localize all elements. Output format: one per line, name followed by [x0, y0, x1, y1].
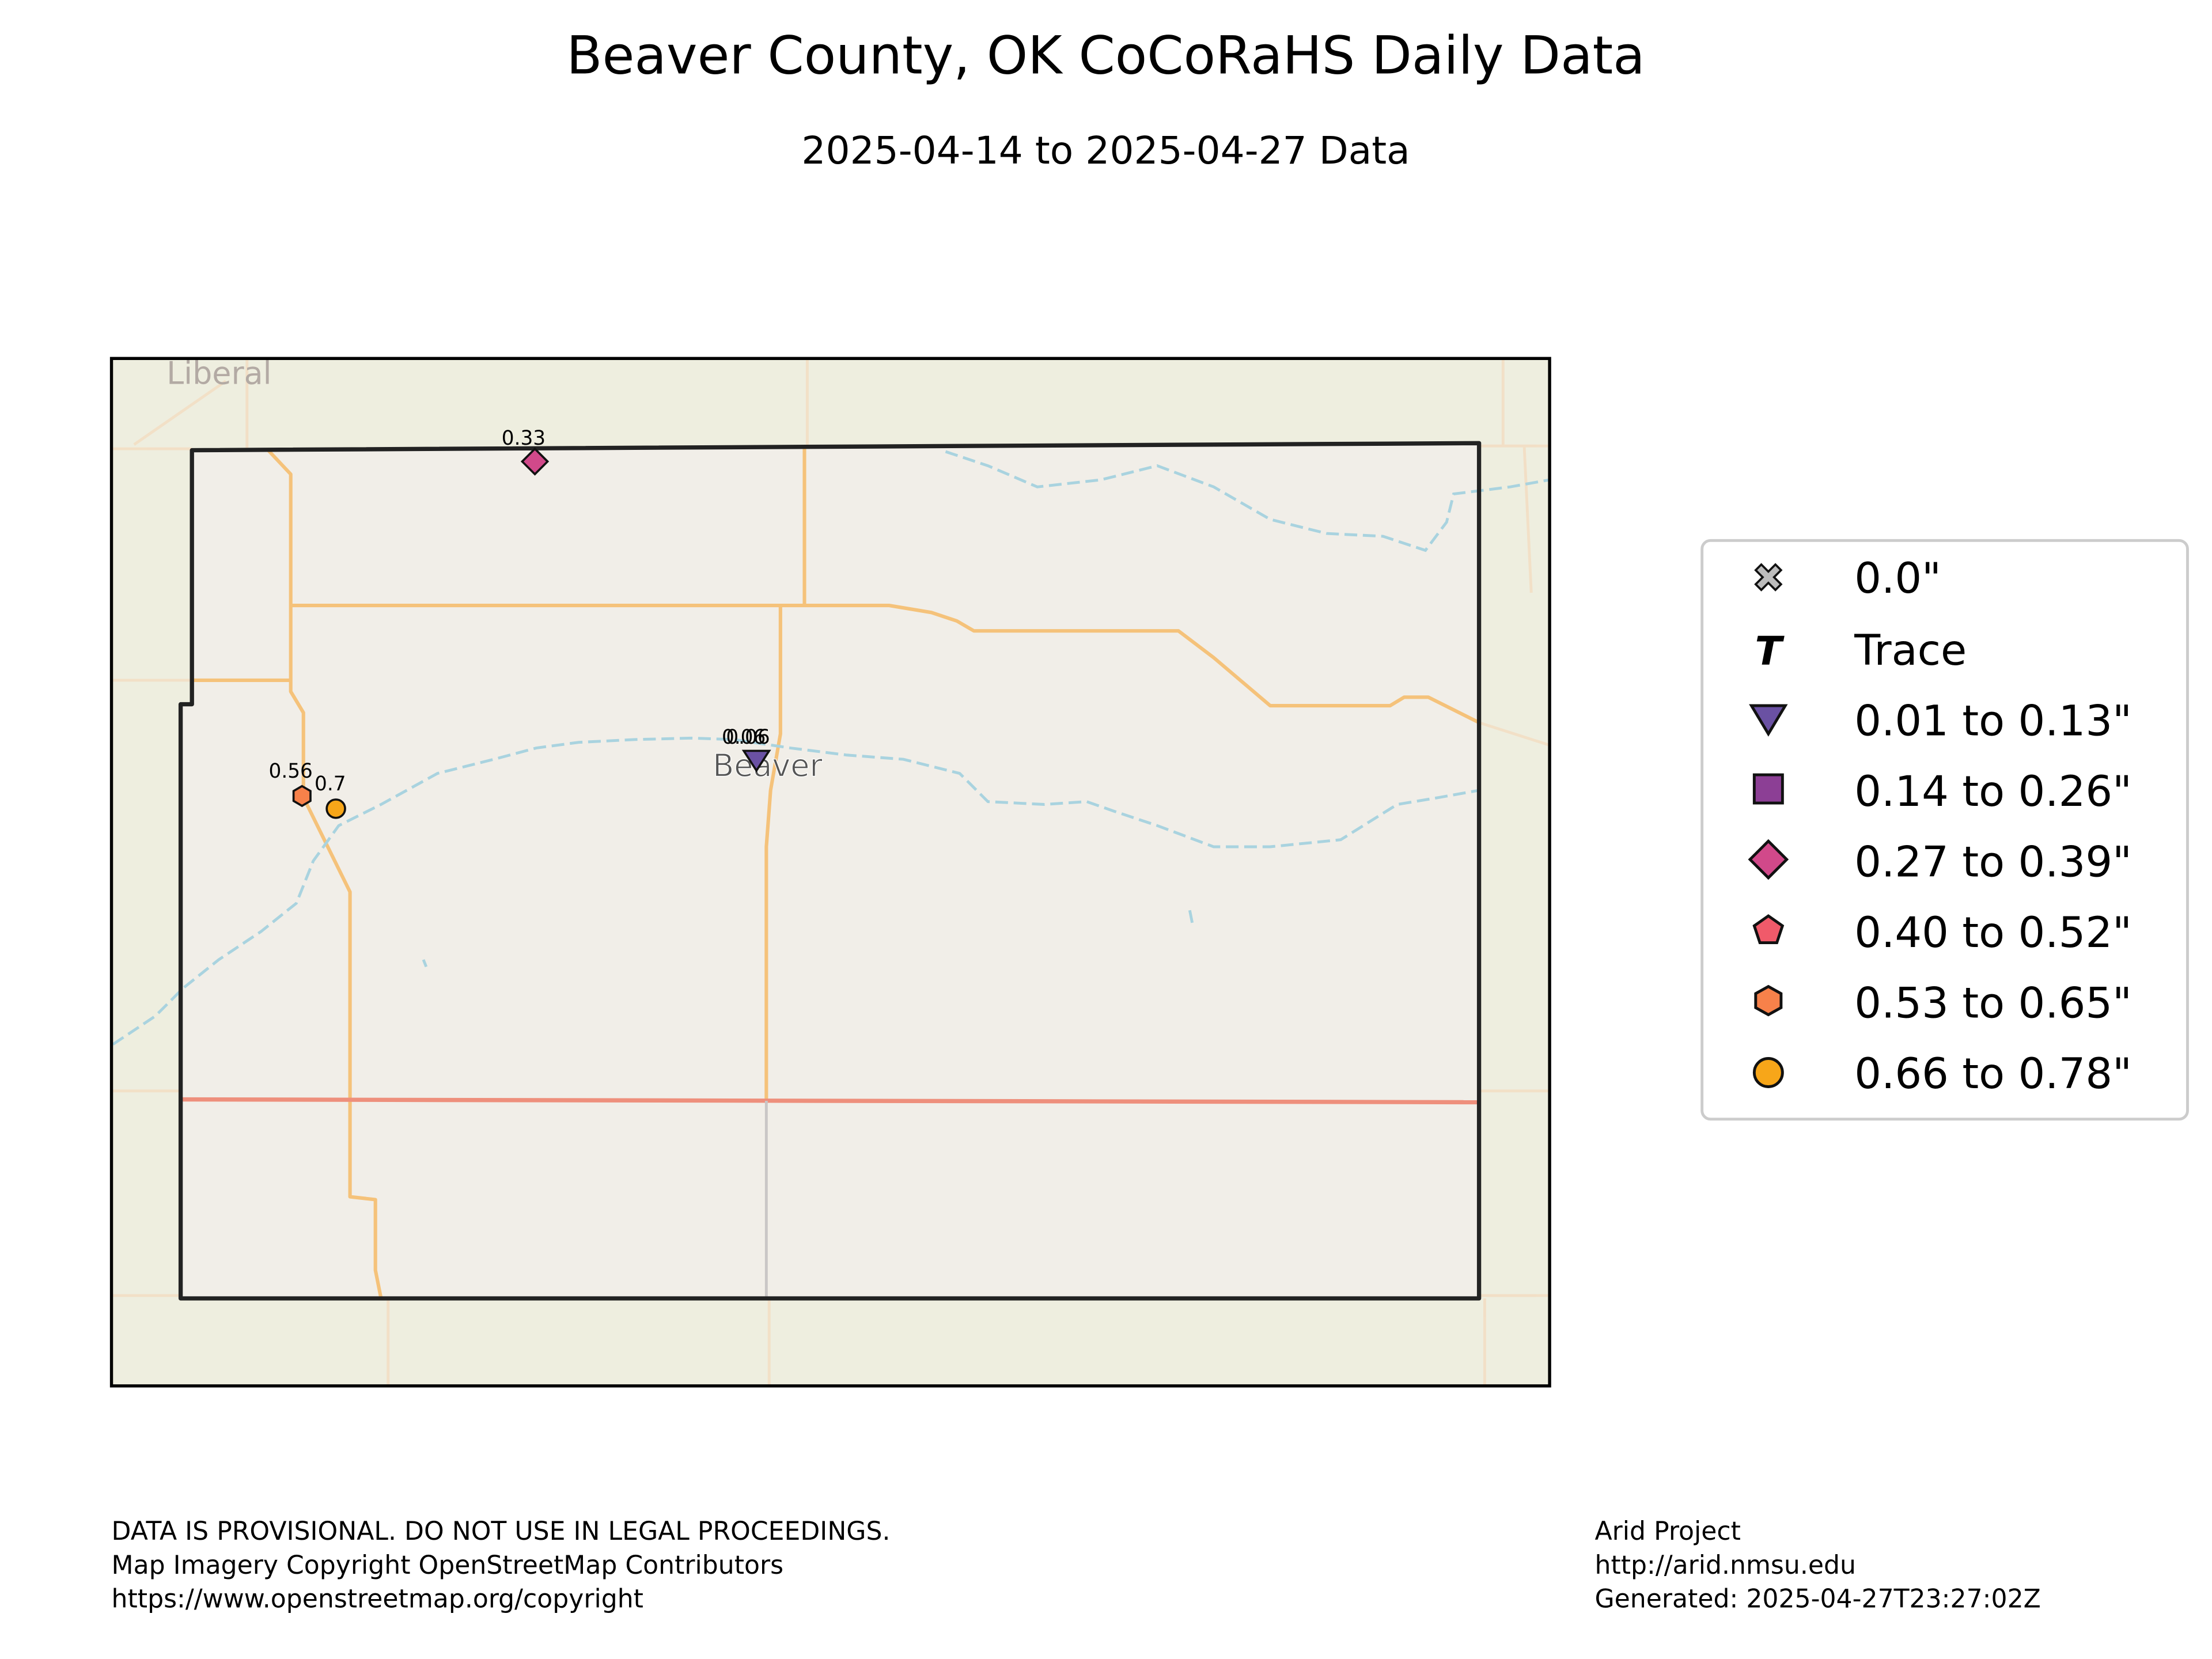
legend-label: Trace [1854, 626, 1967, 675]
county-border [178, 441, 1482, 1301]
highway [180, 1097, 1479, 1105]
station-marker-circle[interactable] [325, 798, 346, 819]
t-icon: T [1755, 628, 1785, 675]
outside-roads [111, 358, 1550, 1386]
station-marker-diamond[interactable] [520, 447, 550, 476]
station-value-label: 0.06 [722, 726, 766, 749]
station-value-label: 0.06 [726, 726, 770, 749]
station-marker-triangle[interactable] [741, 749, 771, 773]
footer-line: Map Imagery Copyright OpenStreetMap Cont… [111, 1551, 784, 1581]
pentagon-icon [1752, 914, 1785, 945]
basemap [111, 358, 1550, 1386]
x-icon [1754, 563, 1783, 592]
circle-icon [1752, 1057, 1784, 1088]
legend: 0.0" T Trace 0.01 to 0.13" 0.14 to 0.26"… [1700, 539, 2189, 1121]
figure-title: Beaver County, OK CoCoRaHS Daily Data [566, 25, 1645, 86]
place-label-beaver: Beaver [713, 747, 823, 783]
legend-box [1700, 539, 2189, 1121]
station-marker-hexagon[interactable] [292, 785, 312, 808]
diamond-icon [1748, 839, 1789, 880]
county-area [180, 443, 1479, 1298]
station-value-label: 0.7 [315, 772, 346, 796]
station-markers: 0.33 0.06 0.06 0.56 0.7 [269, 427, 771, 819]
footer-line: Generated: 2025-04-27T23:27:02Z [1594, 1585, 2041, 1615]
legend-label: 0.66 to 0.78" [1854, 1050, 2132, 1099]
rivers [112, 450, 1550, 1046]
station-value-label: 0.56 [269, 760, 313, 783]
legend-label: 0.0" [1854, 554, 1941, 603]
footer-line: DATA IS PROVISIONAL. DO NOT USE IN LEGAL… [111, 1517, 891, 1547]
footer-credits: Arid Project http://arid.nmsu.edu Genera… [1595, 1516, 2041, 1617]
legend-label: 0.53 to 0.65" [1854, 979, 2132, 1028]
map-frame [109, 357, 1551, 1388]
footer-line: Arid Project [1594, 1517, 1741, 1547]
legend-label: 0.27 to 0.39" [1854, 838, 2132, 887]
place-label-liberal: Liberal [166, 355, 272, 391]
hexagon-icon [1754, 984, 1783, 1017]
legend-label: 0.01 to 0.13" [1854, 696, 2132, 745]
footer-disclaimer: DATA IS PROVISIONAL. DO NOT USE IN LEGAL… [112, 1516, 891, 1617]
square-icon [1752, 773, 1784, 805]
footer-link[interactable]: http://arid.nmsu.edu [1594, 1551, 1856, 1581]
triangle-down-icon [1749, 704, 1788, 737]
station-value-label: 0.33 [502, 427, 546, 450]
legend-label: 0.40 to 0.52" [1854, 908, 2132, 957]
figure-subtitle: 2025-04-14 to 2025-04-27 Data [801, 130, 1410, 174]
footer-link[interactable]: https://www.openstreetmap.org/copyright [111, 1585, 643, 1615]
legend-label: 0.14 to 0.26" [1854, 767, 2132, 816]
